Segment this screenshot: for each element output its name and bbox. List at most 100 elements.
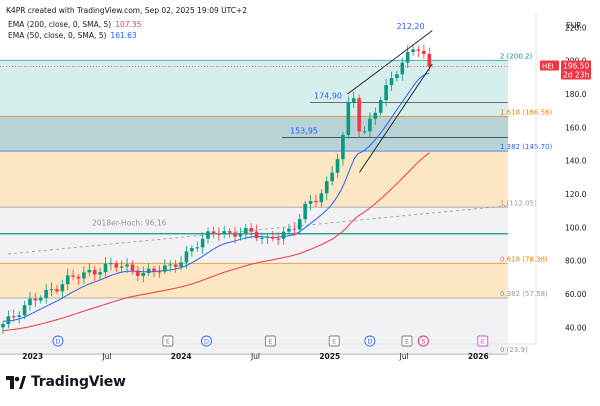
- fib-label: 1.618 (166.56): [500, 108, 552, 116]
- indicator-ema200[interactable]: EMA (200, close, 0, SMA, 5) 107.35: [8, 20, 141, 29]
- earnings-icon: [264, 335, 276, 347]
- candle: [206, 231, 210, 239]
- candle: [362, 131, 367, 133]
- candle: [217, 233, 221, 235]
- candle: [200, 238, 205, 248]
- earnings-letter: E: [268, 338, 272, 346]
- candle: [346, 102, 351, 135]
- price-tick: 180.0: [565, 90, 587, 99]
- fib-label: 1.382 (145.70): [500, 143, 552, 151]
- candle: [49, 289, 54, 291]
- candle: [292, 228, 297, 230]
- price-tick: 140.0: [565, 157, 587, 166]
- candle: [71, 275, 75, 277]
- candle: [351, 98, 356, 103]
- candle: [297, 219, 302, 230]
- price-badge: [561, 60, 591, 80]
- candle: [314, 201, 318, 203]
- time-tick: 2026: [468, 352, 489, 361]
- candle: [163, 265, 167, 272]
- candle: [227, 231, 232, 233]
- candle: [109, 263, 113, 265]
- candle: [98, 272, 102, 275]
- fib-zone: [0, 151, 508, 208]
- candle: [254, 231, 259, 239]
- earnings-icon: [401, 335, 413, 347]
- candle: [341, 134, 345, 160]
- candle: [6, 316, 11, 324]
- wedge-lower: [359, 63, 433, 173]
- dividend-letter: D: [367, 338, 372, 346]
- candle: [368, 118, 372, 132]
- price-tick: 220.0: [565, 23, 587, 32]
- currency-label: EUR: [566, 21, 581, 30]
- chart-header: K4PR created with TradingView.com, Sep 0…: [6, 6, 248, 15]
- candle: [330, 172, 334, 182]
- fib-label: 0.382 (57.58): [500, 290, 548, 298]
- candle: [260, 237, 264, 239]
- candle: [303, 203, 307, 220]
- fib-label: 0 (23.9): [500, 346, 528, 354]
- price-tick: 40.00: [565, 323, 587, 332]
- tradingview-logo-icon: [6, 375, 26, 389]
- candle: [357, 98, 361, 132]
- tradingview-logo[interactable]: TradingView: [6, 374, 126, 390]
- earnings-letter: E: [166, 338, 170, 346]
- indicator-value: 161.63: [110, 31, 137, 40]
- fib-label: 1 (112.05): [500, 199, 537, 207]
- wedge-upper: [347, 30, 433, 95]
- dividend-letter: D: [204, 338, 209, 346]
- time-tick: Jul: [250, 352, 260, 361]
- fib-label: 2 (200.2): [500, 52, 532, 60]
- candle: [65, 275, 70, 285]
- candle: [130, 264, 135, 271]
- candle: [184, 251, 189, 263]
- candle: [168, 264, 173, 266]
- candle: [195, 247, 200, 249]
- candle: [114, 263, 119, 268]
- candle: [22, 305, 27, 316]
- earnings-letter: E: [332, 338, 336, 346]
- candle: [249, 228, 253, 232]
- candle: [119, 266, 124, 268]
- price-tick: 60.00: [565, 290, 587, 299]
- candle: [103, 263, 108, 273]
- candle: [308, 201, 313, 204]
- candle: [276, 238, 280, 240]
- ema200-line: [2, 152, 430, 331]
- dividend-icon: [201, 335, 212, 347]
- candle: [190, 248, 194, 252]
- indicator-label: EMA (50, close, 0, SMA, 5): [8, 31, 107, 40]
- candle: [11, 316, 16, 318]
- fib-zone: [0, 298, 508, 355]
- candle: [55, 289, 59, 292]
- time-tick: Jul: [101, 352, 111, 361]
- candle: [427, 53, 432, 67]
- candle: [416, 49, 421, 51]
- symbol-label: HEI: [542, 63, 554, 71]
- earnings-letter: E: [481, 338, 485, 346]
- fib-zone: [0, 263, 508, 299]
- candle: [422, 50, 426, 54]
- candle: [179, 262, 183, 267]
- candle: [400, 62, 405, 75]
- candle: [44, 290, 48, 298]
- earnings-letter: E: [405, 338, 409, 346]
- candle: [395, 74, 399, 79]
- ema50-line: [3, 72, 430, 322]
- countdown: 2d 23h: [563, 71, 589, 80]
- candle: [17, 315, 21, 317]
- candle: [141, 272, 146, 276]
- time-tick: Jul: [398, 352, 408, 361]
- candle: [238, 233, 243, 237]
- peak-label: 212,20: [397, 22, 425, 31]
- level-label: 174,90: [314, 92, 342, 101]
- candle: [211, 231, 216, 234]
- indicator-ema50[interactable]: EMA (50, close, 0, SMA, 5) 161.63: [8, 31, 137, 40]
- candle: [92, 269, 97, 275]
- brand-name: TradingView: [31, 374, 126, 390]
- indicator-label: EMA (200, close, 0, SMA, 5): [8, 20, 112, 29]
- split-letter: S: [421, 338, 425, 346]
